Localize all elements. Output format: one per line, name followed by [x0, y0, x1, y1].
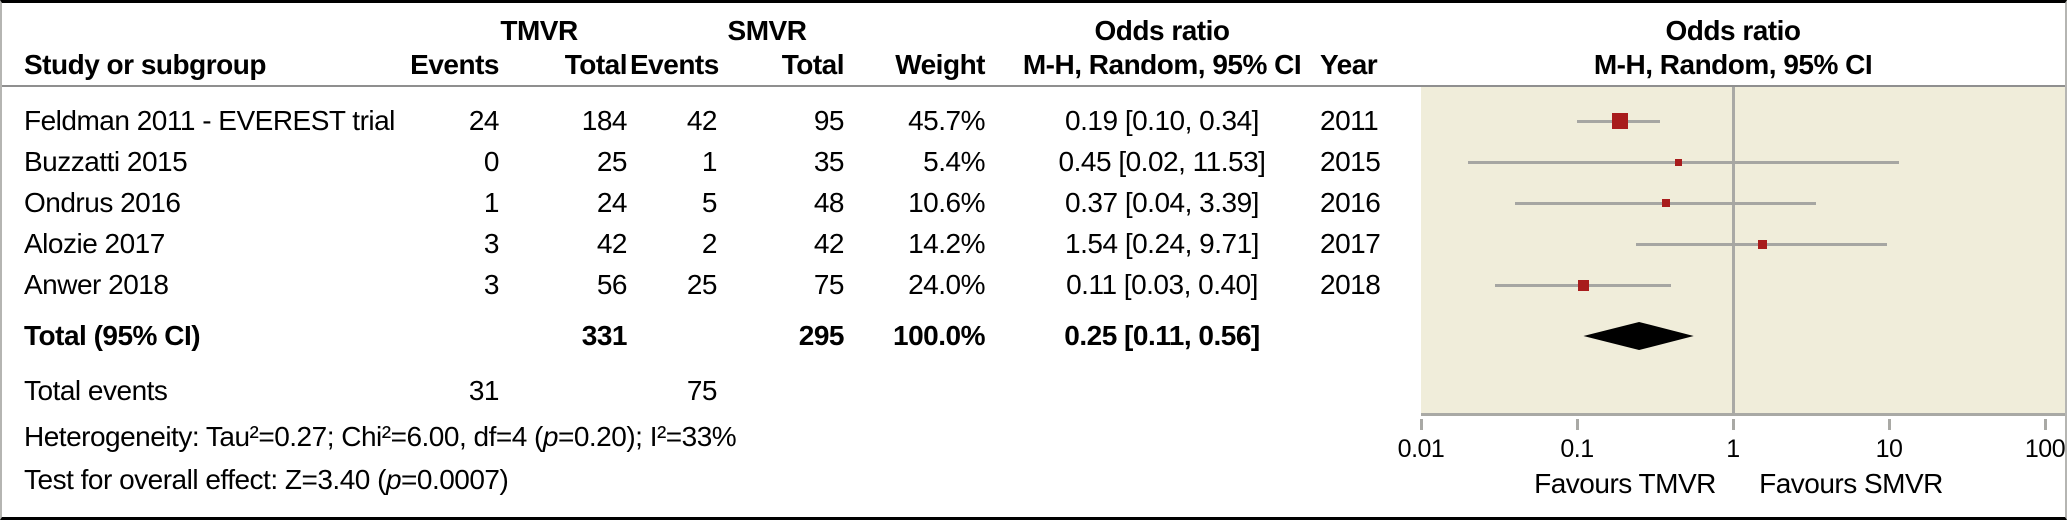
effect-square: [1675, 158, 1683, 166]
heterogeneity-text-2: =0.20); I²=33%: [557, 421, 737, 452]
column-group-header-tmvr: TMVR: [500, 15, 578, 46]
cell-weight: 45.7%: [908, 105, 985, 136]
cell-or_ci_label: 0.45 [0.02, 11.53]: [1058, 146, 1266, 177]
cell-name: Feldman 2011 - EVEREST trial: [24, 105, 395, 136]
cell-smvr_total: 48: [813, 187, 845, 218]
cell-smvr_events: 1: [701, 146, 718, 177]
plot-header-odds-ratio: Odds ratio: [1665, 15, 1801, 46]
total-events-label: Total events: [24, 375, 168, 406]
overall-effect-p: p: [385, 464, 402, 495]
column-header-study: Study or subgroup: [24, 49, 266, 80]
total-events-tmvr: 31: [468, 375, 500, 406]
cell-smvr_events: 2: [701, 228, 718, 259]
effect-square: [1757, 239, 1767, 249]
cell-tmvr_events: 3: [483, 228, 500, 259]
cell-smvr_total: 95: [813, 105, 845, 136]
plot-header-mh-random: M-H, Random, 95% CI: [1593, 49, 1873, 80]
heterogeneity-text: Heterogeneity: Tau²=0.27; Chi²=6.00, df=…: [24, 421, 543, 452]
cell-weight: 10.6%: [908, 187, 985, 218]
overall-effect-text-2: =0.0007): [401, 464, 509, 495]
effect-square: [1661, 199, 1670, 207]
axis-tick-label: 10: [1875, 435, 1903, 463]
cell-name: Buzzatti 2015: [24, 146, 188, 177]
cell-or_ci_label: 1.54 [0.24, 9.71]: [1065, 228, 1259, 259]
axis-tick: [2043, 419, 2047, 430]
header-divider: [2, 85, 2065, 87]
cell-smvr_total: 75: [813, 269, 845, 300]
column-header-odds-ratio: Odds ratio: [1094, 15, 1230, 46]
cell-tmvr_events: 1: [483, 187, 500, 218]
cell-smvr_events: 25: [686, 269, 718, 300]
total-weight: 100.0%: [893, 320, 985, 351]
table-row: Ondrus 2016 1 24 5 48 10.6% 0.37 [0.04, 3.39] 2…: [2, 183, 2065, 223]
cell-tmvr_events: 0: [483, 146, 500, 177]
column-header-mh-random: M-H, Random, 95% CI: [1022, 49, 1302, 80]
heterogeneity-line: Heterogeneity: Tau²=0.27; Chi²=6.00, df=…: [24, 417, 737, 457]
cell-or_ci_label: 0.11 [0.03, 0.40]: [1066, 269, 1258, 300]
cell-smvr_events: 42: [686, 105, 718, 136]
ci-line: [1467, 160, 1899, 164]
cell-weight: 5.4%: [923, 146, 985, 177]
axis-tick: [1575, 419, 1579, 430]
cell-tmvr_events: 3: [483, 269, 500, 300]
table-row: Buzzatti 2015 0 25 1 35 5.4% 0.45 [0.02, 11.53…: [2, 142, 2065, 182]
axis-tick-label: 0.01: [1397, 435, 1445, 463]
column-header-year: Year: [1320, 49, 1378, 80]
table-row: Alozie 2017 3 42 2 42 14.2% 1.54 [0.24, 9.71] 2…: [2, 224, 2065, 264]
column-header-tmvr-events: Events: [410, 49, 499, 80]
cell-name: Anwer 2018: [24, 269, 169, 300]
cell-smvr_total: 35: [813, 146, 845, 177]
cell-smvr_events: 5: [701, 187, 718, 218]
cell-tmvr_events: 24: [468, 105, 500, 136]
favours-smvr-label: Favours SMVR: [1759, 468, 1943, 499]
column-header-weight: Weight: [895, 49, 985, 80]
cell-or_ci_label: 0.37 [0.04, 3.39]: [1065, 187, 1259, 218]
cell-year: 2016: [1320, 187, 1381, 218]
cell-year: 2018: [1320, 269, 1381, 300]
cell-year: 2015: [1320, 146, 1381, 177]
no-effect-line: [1731, 87, 1735, 416]
column-header-smvr-total: Total: [781, 49, 845, 80]
column-group-header-smvr: SMVR: [727, 15, 807, 46]
axis-tick: [1419, 419, 1423, 430]
axis-tick: [1731, 419, 1735, 430]
total-smvr-total: 295: [798, 320, 845, 351]
effect-square: [1577, 279, 1589, 291]
effect-square: [1612, 113, 1629, 129]
pooled-diamond: [1583, 322, 1694, 350]
cell-or_ci_label: 0.19 [0.10, 0.34]: [1065, 105, 1259, 136]
total-or-ci: 0.25 [0.11, 0.56]: [1064, 320, 1260, 351]
cell-name: Alozie 2017: [24, 228, 165, 259]
overall-effect-line: Test for overall effect: Z=3.40 (p=0.000…: [24, 460, 509, 500]
cell-name: Ondrus 2016: [24, 187, 181, 218]
cell-smvr_total: 42: [813, 228, 845, 259]
cell-weight: 24.0%: [908, 269, 985, 300]
cell-weight: 14.2%: [908, 228, 985, 259]
column-header-smvr-events: Events: [630, 49, 719, 80]
table-row: Feldman 2011 - EVEREST trial 24 184 42 95 45.…: [2, 101, 2065, 141]
total-events-smvr: 75: [686, 375, 718, 406]
overall-effect-text: Test for overall effect: Z=3.40 (: [24, 464, 386, 495]
cell-tmvr_total: 25: [596, 146, 628, 177]
heterogeneity-p: p: [542, 421, 559, 452]
total-label: Total (95% CI): [24, 320, 201, 351]
pooled-diamond-layer: [1583, 322, 1694, 350]
axis-tick-label: 1: [1726, 435, 1740, 463]
total-row: Total (95% CI) 331 295 100.0% 0.25 [0.11…: [2, 316, 2065, 356]
forest-plot-panel: [1421, 87, 2065, 416]
cell-tmvr_total: 42: [596, 228, 628, 259]
axis-tick-label: 100: [2024, 435, 2066, 463]
total-tmvr-total: 331: [581, 320, 628, 351]
table-row: Anwer 2018 3 56 25 75 24.0% 0.11 [0.03, 0.40] 2…: [2, 265, 2065, 305]
column-header-tmvr-total: Total: [564, 49, 628, 80]
axis-tick: [1887, 419, 1891, 430]
cell-year: 2011: [1320, 105, 1379, 136]
cell-tmvr_total: 184: [581, 105, 628, 136]
cell-year: 2017: [1320, 228, 1381, 259]
favours-tmvr-label: Favours TMVR: [1534, 468, 1716, 499]
cell-tmvr_total: 24: [596, 187, 628, 218]
axis-tick-label: 0.1: [1560, 435, 1594, 463]
cell-tmvr_total: 56: [596, 269, 628, 300]
